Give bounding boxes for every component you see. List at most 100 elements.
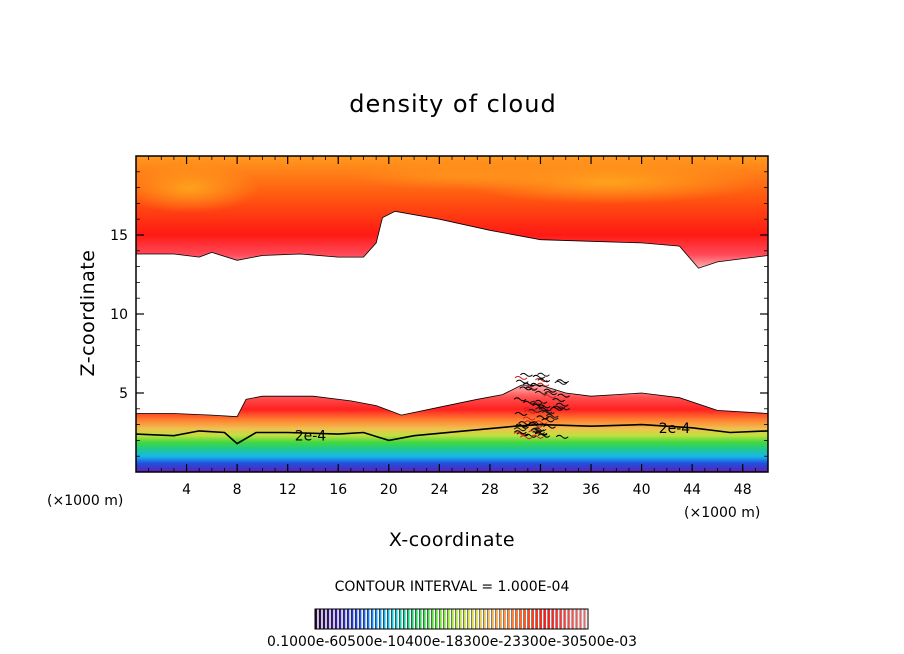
colorbar-swatch: [519, 609, 522, 629]
colorbar-swatch: [483, 609, 486, 629]
x-tick-label: 16: [329, 482, 347, 498]
colorbar-swatch: [535, 609, 539, 629]
y-axis-label: Z-coordinate: [77, 250, 99, 377]
colorbar-swatch: [387, 609, 390, 629]
colorbar-swatch: [379, 609, 382, 629]
colorbar-swatch: [515, 609, 518, 629]
colorbar-swatch: [571, 609, 575, 629]
colorbar-swatch: [403, 609, 406, 629]
colorbar-swatch: [551, 609, 555, 629]
colorbar-swatch: [491, 609, 494, 629]
colorbar-swatch: [431, 609, 434, 629]
plot-field: 2e-4 2e-4: [136, 156, 768, 472]
colorbar-swatch: [351, 609, 354, 629]
x-unit-left: (×1000 m): [47, 493, 123, 509]
colorbar-swatch: [391, 609, 394, 629]
colorbar-swatch: [475, 609, 478, 629]
colorbar-swatch: [539, 609, 543, 629]
colorbar-swatch: [347, 609, 350, 629]
colorbar-swatch: [471, 609, 474, 629]
contour-2e-4: [136, 423, 768, 445]
colorbar-tick-labels: 0.1000e-60500e-10400e-18300e-23300e-3050…: [267, 634, 637, 650]
colorbar-swatch: [479, 609, 482, 629]
colorbar-swatch: [395, 609, 398, 629]
x-tick-label: 44: [683, 482, 701, 498]
colorbar-swatch: [559, 609, 563, 629]
x-tick-label: 48: [734, 482, 752, 498]
colorbar-swatch: [495, 609, 498, 629]
x-tick-label: 20: [380, 482, 398, 498]
colorbar-swatch: [499, 609, 502, 629]
upper-cloud-base-contour: [136, 210, 768, 269]
colorbar-swatch: [555, 609, 559, 629]
colorbar-swatch: [427, 609, 430, 629]
colorbar-swatch: [575, 609, 579, 629]
x-tick-label: 12: [279, 482, 297, 498]
colorbar-swatch: [375, 609, 378, 629]
colorbar-swatch: [335, 609, 338, 629]
x-unit-right: (×1000 m): [684, 505, 760, 521]
x-tick-label: 36: [582, 482, 600, 498]
contour-label: 2e-4: [659, 421, 691, 437]
x-tick-label: 40: [633, 482, 651, 498]
colorbar-swatch: [339, 609, 342, 629]
lower-cloud-layer: [136, 385, 768, 472]
colorbar-swatch: [467, 609, 470, 629]
colorbar-swatch: [327, 609, 330, 629]
colorbar-swatch: [579, 609, 583, 629]
x-tick-label: 24: [430, 482, 448, 498]
colorbar-swatch: [423, 609, 426, 629]
colorbar-swatch: [323, 609, 326, 629]
colorbar-swatch: [319, 609, 322, 629]
colorbar-swatch: [511, 609, 514, 629]
colorbar-swatch: [451, 609, 454, 629]
colorbar-frame: [314, 608, 589, 630]
colorbar-swatch: [503, 609, 506, 629]
colorbar-swatch: [487, 609, 490, 629]
colorbar-swatch: [435, 609, 438, 629]
colorbar-swatch: [567, 609, 571, 629]
colorbar-swatch: [407, 609, 410, 629]
colorbar-swatch: [383, 609, 386, 629]
colorbar-swatch: [331, 609, 334, 629]
colorbar-swatch: [455, 609, 458, 629]
y-tick-label: 15: [110, 228, 128, 244]
colorbar-swatch: [443, 609, 446, 629]
colorbar-swatch: [419, 609, 422, 629]
colorbar-swatch: [439, 609, 442, 629]
x-axis-label: X-coordinate: [389, 529, 515, 551]
colorbar: [314, 609, 587, 629]
colorbar-swatch: [415, 609, 418, 629]
x-tick-label: 28: [481, 482, 499, 498]
colorbar-swatch: [459, 609, 462, 629]
colorbar-swatch: [315, 609, 318, 629]
colorbar-swatch: [447, 609, 450, 629]
colorbar-swatch: [371, 609, 374, 629]
chart-title: density of cloud: [349, 90, 556, 118]
colorbar-swatch: [399, 609, 402, 629]
x-tick-label: 4: [182, 482, 191, 498]
convective-turbulence: [513, 372, 571, 440]
x-tick-label: 32: [532, 482, 550, 498]
colorbar-swatch: [367, 609, 370, 629]
colorbar-swatch: [531, 609, 534, 629]
contour-interval-text: CONTOUR INTERVAL = 1.000E-04: [335, 579, 570, 595]
y-tick-label: 5: [119, 386, 128, 402]
x-tick-label: 8: [233, 482, 242, 498]
colorbar-swatch: [411, 609, 414, 629]
colorbar-swatch: [363, 609, 366, 629]
colorbar-swatch: [343, 609, 346, 629]
colorbar-swatch: [583, 609, 587, 629]
colorbar-swatch: [463, 609, 466, 629]
contour-label: 2e-4: [295, 429, 327, 445]
colorbar-swatch: [507, 609, 510, 629]
y-tick-label: 10: [110, 307, 128, 323]
colorbar-swatch: [527, 609, 530, 629]
colorbar-swatch: [547, 609, 551, 629]
lower-cloud-top-contour: [136, 384, 768, 418]
colorbar-swatch: [563, 609, 567, 629]
colorbar-swatch: [523, 609, 526, 629]
colorbar-swatch: [359, 609, 362, 629]
